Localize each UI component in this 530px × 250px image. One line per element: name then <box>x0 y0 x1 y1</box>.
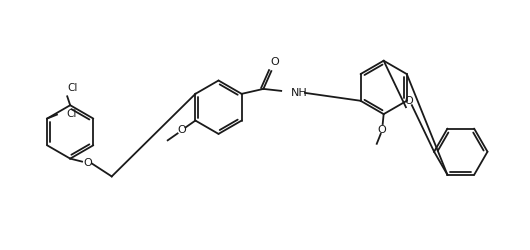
Text: Cl: Cl <box>67 83 77 93</box>
Text: O: O <box>84 158 92 168</box>
Text: O: O <box>270 57 279 67</box>
Text: Cl: Cl <box>67 109 77 119</box>
Text: O: O <box>377 125 386 135</box>
Text: NH: NH <box>291 88 308 98</box>
Text: O: O <box>177 126 186 136</box>
Text: O: O <box>404 96 413 106</box>
